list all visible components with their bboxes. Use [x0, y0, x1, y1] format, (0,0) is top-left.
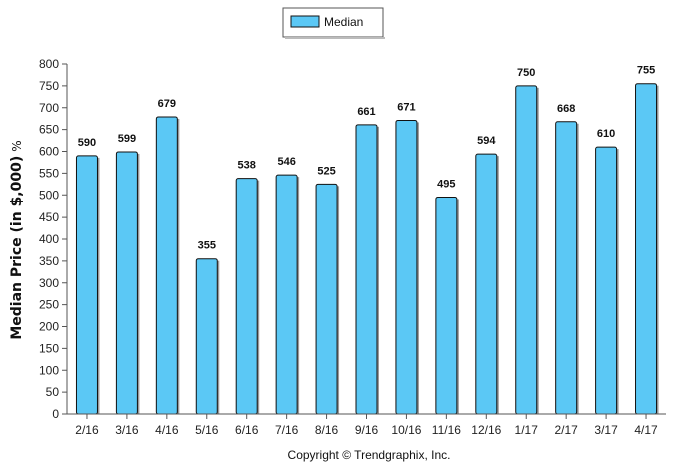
data-label: 755	[637, 65, 655, 77]
data-label: 610	[597, 128, 615, 140]
y-axis-title: Median Price (in $,000)%	[9, 140, 25, 339]
x-tick-label: 8/16	[315, 423, 339, 437]
data-label: 671	[397, 101, 415, 113]
bar-8-16	[315, 183, 338, 415]
copyright-text: Copyright © Trendgraphix, Inc.	[288, 448, 451, 462]
x-tick-label: 3/17	[594, 423, 618, 437]
data-label: 668	[557, 103, 575, 115]
bar-11-16	[435, 196, 458, 415]
data-label: 590	[78, 137, 96, 149]
x-tick-label: 4/16	[155, 423, 179, 437]
y-tick-label: 550	[39, 166, 59, 180]
bar-4-17	[635, 83, 658, 415]
data-label: 546	[277, 156, 295, 168]
bar-3-17	[595, 146, 618, 415]
bar-10-16	[395, 119, 418, 415]
y-axis-title-text: Median Price (in $,000)	[9, 156, 25, 340]
data-label: 355	[198, 240, 216, 252]
data-label: 495	[437, 178, 455, 190]
x-tick-label: 2/17	[554, 423, 578, 437]
x-tick-label: 2/16	[75, 423, 99, 437]
y-tick-label: 600	[39, 145, 59, 159]
x-tick-label: 5/16	[195, 423, 219, 437]
x-tick-label: 9/16	[355, 423, 379, 437]
bar-3-16	[115, 151, 138, 415]
y-tick-label: 150	[39, 341, 59, 355]
legend-swatch	[290, 15, 320, 28]
x-tick-label: 7/16	[275, 423, 299, 437]
x-tick-label: 10/16	[391, 423, 421, 437]
legend: Median	[282, 7, 385, 39]
y-axis-title-suffix: %	[10, 140, 24, 151]
bar-4-16	[155, 116, 178, 415]
y-tick-label: 200	[39, 320, 59, 334]
x-tick-label: 1/17	[515, 423, 539, 437]
data-label: 538	[238, 160, 256, 172]
y-tick-label: 800	[39, 57, 59, 71]
y-tick-label: 0	[52, 407, 59, 421]
data-label: 599	[118, 133, 136, 145]
y-tick-label: 50	[46, 385, 60, 399]
bar-7-16	[275, 174, 298, 415]
bar-1-17	[515, 85, 538, 415]
data-label: 679	[158, 98, 176, 110]
x-tick-label: 6/16	[235, 423, 259, 437]
x-tick-label: 11/16	[432, 423, 461, 437]
y-tick-label: 650	[39, 123, 59, 137]
bars: 590 599 679 355 538 546 525 661 671 495 594 750 668 6…	[75, 65, 659, 415]
x-axis: 2/16 3/16 4/16 5/16 6/16 7/16 8/16 9/16 10/16 11/…	[67, 413, 666, 437]
bar-2-16	[75, 155, 98, 415]
y-tick-label: 400	[39, 232, 59, 246]
bar-5-16	[195, 258, 218, 415]
x-tick-label: 12/16	[471, 423, 501, 437]
y-tick-label: 700	[39, 101, 59, 115]
y-axis: 0 50 100 150 200 250 300 350 400 450 500 550 600 650 7…	[39, 57, 68, 421]
bar-2-17	[555, 121, 578, 415]
data-label: 594	[477, 135, 496, 147]
y-tick-label: 300	[39, 276, 59, 290]
data-label: 750	[517, 67, 535, 79]
y-tick-label: 100	[39, 363, 59, 377]
bar-9-16	[355, 124, 378, 415]
y-tick-label: 350	[39, 254, 59, 268]
y-tick-label: 500	[39, 188, 59, 202]
y-tick-label: 250	[39, 298, 59, 312]
bar-12-16	[475, 153, 498, 415]
x-tick-label: 4/17	[634, 423, 658, 437]
legend-label: Median	[324, 15, 363, 29]
data-label: 525	[317, 165, 335, 177]
legend-box-shadow	[285, 37, 385, 39]
y-tick-label: 450	[39, 210, 59, 224]
y-tick-label: 750	[39, 79, 59, 93]
bar-6-16	[235, 178, 258, 415]
data-label: 661	[357, 106, 375, 118]
x-tick-label: 3/16	[115, 423, 139, 437]
